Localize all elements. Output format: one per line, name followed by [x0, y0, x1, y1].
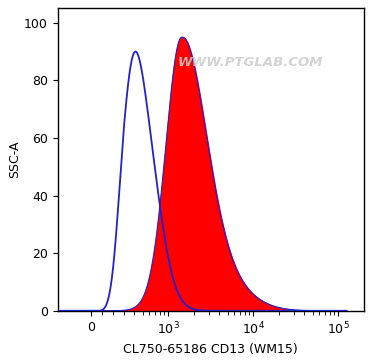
Y-axis label: SSC-A: SSC-A — [8, 141, 21, 178]
Text: WWW.PTGLAB.COM: WWW.PTGLAB.COM — [178, 56, 323, 69]
X-axis label: CL750-65186 CD13 (WM15): CL750-65186 CD13 (WM15) — [123, 343, 298, 356]
